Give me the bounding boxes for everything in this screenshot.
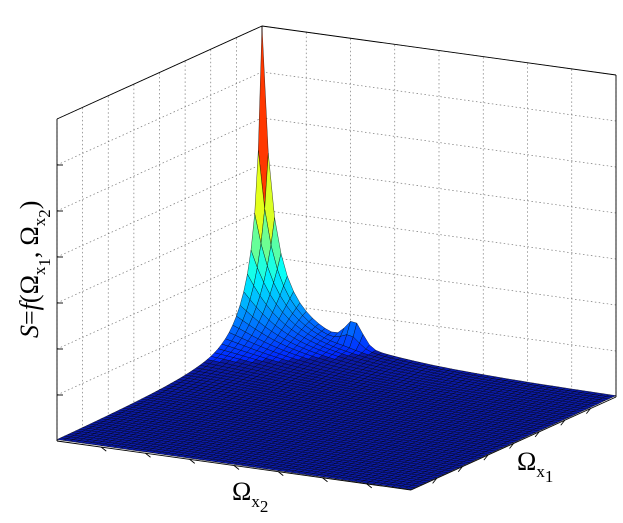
axis-edge (56, 25, 263, 120)
surface-patch (403, 486, 416, 490)
x-tick (534, 431, 540, 438)
y-axis-label: Ωx1 (517, 447, 553, 486)
x-axis-label: Ωx2 (232, 477, 268, 516)
y-tick (189, 459, 196, 464)
y-tick (366, 483, 373, 489)
y-tick (277, 471, 284, 476)
axis-edge (261, 25, 617, 76)
grid-line (56, 301, 263, 396)
x-tick (432, 478, 437, 484)
y-tick (100, 446, 107, 452)
x-tick (457, 466, 463, 473)
grid-line (56, 71, 263, 166)
grid-line (56, 209, 263, 304)
z-axis-label: S=f(Ωx1,Ωx2) (15, 201, 54, 338)
x-tick (483, 454, 489, 461)
y-tick (322, 477, 328, 483)
x-tick (509, 443, 514, 449)
grid-line (56, 163, 263, 258)
axes-box (56, 25, 617, 491)
x-tick (560, 419, 566, 426)
grid-line (56, 117, 263, 212)
x-tick (586, 408, 591, 414)
axis-ticks (57, 164, 591, 489)
y-tick (145, 452, 151, 458)
y-tick (233, 465, 240, 470)
surface-mesh (56, 25, 617, 490)
grid-line (56, 255, 263, 350)
